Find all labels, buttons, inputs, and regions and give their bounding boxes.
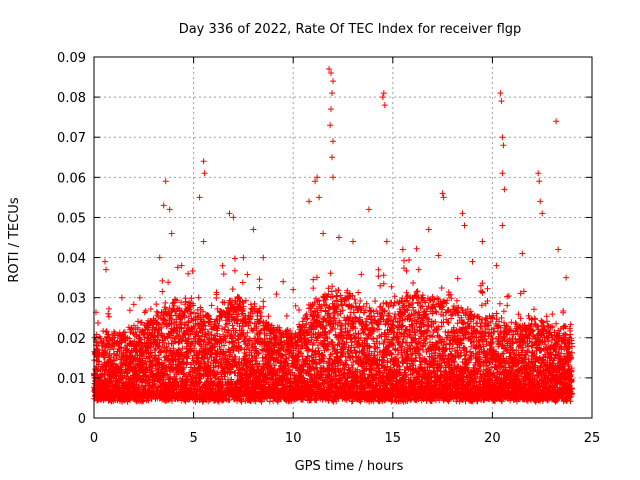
outlier-point (196, 194, 203, 201)
outlier-point (536, 178, 543, 185)
scatter-points-band (339, 245, 428, 405)
y-tick-label: 0.01 (57, 372, 86, 387)
outlier-point (166, 206, 173, 213)
x-tick-label: 5 (189, 431, 197, 446)
outlier-point (329, 154, 335, 161)
outlier-point (499, 222, 506, 229)
outlier-point (330, 78, 336, 85)
outlier-point (365, 206, 372, 213)
outlier-point (498, 98, 505, 105)
outlier-point (320, 230, 327, 237)
y-axis-label: ROTI / TECUs (7, 197, 22, 282)
chart-title: Day 336 of 2022, Rate Of TEC Index for r… (179, 22, 522, 37)
plot-frame (93, 56, 593, 419)
outlier-point (499, 170, 506, 177)
y-tick-label: 0.04 (57, 252, 86, 267)
outlier-point (201, 170, 208, 177)
outlier-point (500, 142, 507, 149)
x-tick-label: 20 (484, 431, 501, 446)
outlier-point (326, 66, 333, 72)
outlier-point (380, 90, 387, 97)
outlier-point (226, 210, 233, 217)
outlier-point (461, 222, 468, 229)
outlier-point (555, 246, 562, 253)
outlier-point (439, 190, 446, 197)
y-tick-label: 0.08 (57, 91, 86, 106)
outlier-point (240, 254, 247, 261)
outlier-point (330, 138, 336, 145)
outlier-point (260, 254, 267, 261)
outlier-point (312, 178, 319, 185)
outlier-point (280, 278, 287, 285)
outlier-point (102, 258, 108, 265)
y-tick-label: 0.03 (57, 292, 86, 307)
outlier-point (469, 258, 476, 265)
outlier-point (327, 122, 334, 129)
outlier-point (537, 198, 544, 205)
outlier-point (535, 170, 542, 177)
outlier-point (379, 94, 386, 101)
x-tick-label: 10 (285, 431, 302, 446)
outlier-point (440, 194, 447, 201)
outlier-point (250, 226, 257, 233)
outlier-point (479, 238, 486, 245)
outlier-point (178, 262, 185, 269)
outlier-point (316, 194, 323, 201)
scatter-points-band (91, 277, 180, 405)
outlier-point (103, 266, 109, 273)
tick-labels: 0 0.01 0.02 0.03 0.04 0.05 0.06 0.07 0.08 0.09 0 5 1… (57, 51, 600, 446)
outlier-point (306, 198, 313, 205)
scatter-points-band (173, 255, 263, 405)
y-tick-label: 0.07 (57, 131, 86, 146)
outlier-point (539, 210, 546, 217)
outlier-point (381, 102, 388, 109)
outlier-point (415, 266, 422, 273)
outlier-point (350, 238, 356, 245)
outlier-point (200, 238, 207, 245)
outlier-point (156, 254, 163, 261)
outlier-point (399, 246, 406, 253)
y-tick-label: 0.02 (57, 332, 86, 347)
x-tick-label: 25 (584, 431, 601, 446)
outlier-point (493, 262, 500, 269)
data-points (91, 66, 575, 405)
outlier-point (328, 70, 334, 76)
outlier-point (160, 202, 167, 209)
outlier-point (553, 118, 560, 125)
outlier-point (230, 214, 237, 221)
y-tick-label: 0.06 (57, 171, 86, 186)
outlier-point (200, 158, 207, 165)
outlier-point (314, 174, 321, 181)
outlier-point (563, 274, 570, 281)
x-axis-label: GPS time / hours (295, 459, 404, 474)
outlier-point (499, 134, 506, 141)
outlier-point (329, 90, 335, 97)
outlier-point (425, 226, 432, 233)
x-tick-label: 0 (90, 431, 98, 446)
outlier-point (497, 90, 504, 97)
outlier-point (336, 234, 342, 241)
outlier-point (118, 294, 125, 301)
outlier-point (501, 186, 508, 193)
y-tick-label: 0 (78, 412, 86, 427)
outlier-point (383, 238, 390, 245)
x-tick-label: 15 (385, 431, 402, 446)
scatter-points-band (256, 270, 345, 405)
outlier-point (459, 210, 466, 217)
outlier-point (162, 178, 169, 185)
outlier-point (330, 174, 336, 181)
axis-ticks (93, 56, 593, 419)
y-tick-label: 0.05 (57, 211, 86, 226)
outlier-point (328, 106, 334, 113)
outlier-point (519, 250, 526, 257)
scatter-points-band (504, 288, 575, 405)
outlier-point (136, 294, 143, 301)
y-tick-label: 0.09 (57, 51, 86, 66)
outlier-point (290, 286, 297, 293)
outlier-point (168, 230, 175, 237)
scatter-points-band (421, 252, 511, 405)
